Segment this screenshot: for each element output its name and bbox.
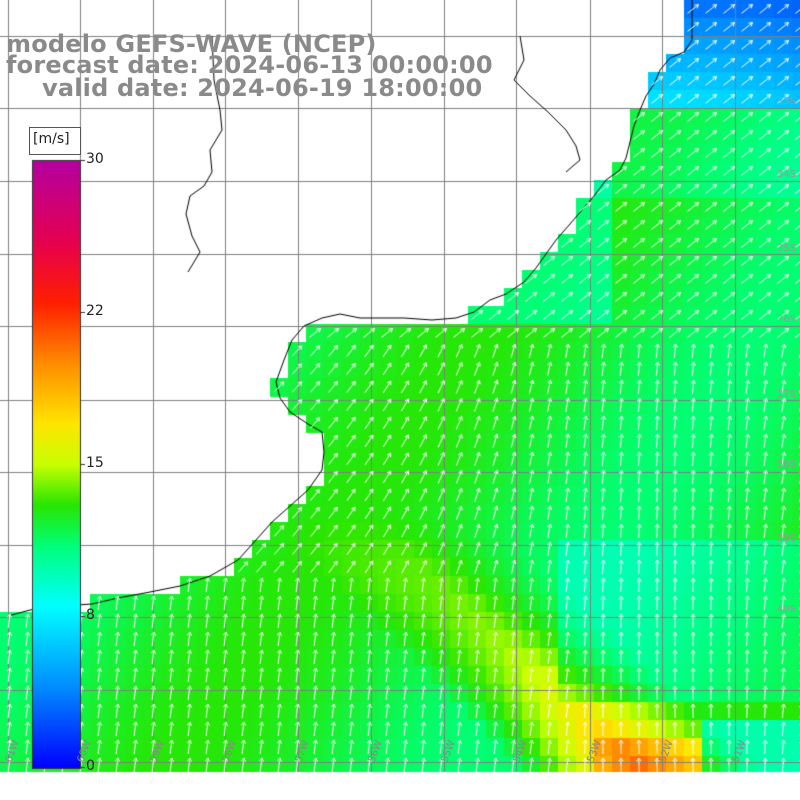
latitude-label: 38S — [776, 459, 796, 470]
valid-date: valid date: 2024-06-19 18:00:00 — [42, 74, 483, 102]
colorbar-tick-0: 0 — [86, 758, 95, 774]
model-title: modelo GEFS-WAVE (NCEP) — [6, 30, 377, 58]
latitude-label: 40S — [776, 604, 796, 615]
latitude-label: 33S — [776, 96, 796, 107]
colorbar-unit-box — [29, 127, 81, 155]
latitude-label: 39S — [776, 533, 796, 544]
forecast-date: forecast date: 2024-06-13 00:00:00 — [6, 51, 493, 79]
latitude-label: 34S — [776, 169, 796, 180]
latitude-label: 37S — [776, 389, 796, 400]
colorbar-tick-30: 30 — [86, 151, 104, 167]
colorbar-unit: [m/s] — [33, 131, 70, 147]
latitude-label: 36S — [776, 314, 796, 325]
latitude-label: 35S — [776, 243, 796, 254]
colorbar-tick-8: 8 — [86, 607, 95, 623]
colorbar-tick-15: 15 — [86, 455, 104, 471]
colorbar-tick-22: 22 — [86, 303, 104, 319]
